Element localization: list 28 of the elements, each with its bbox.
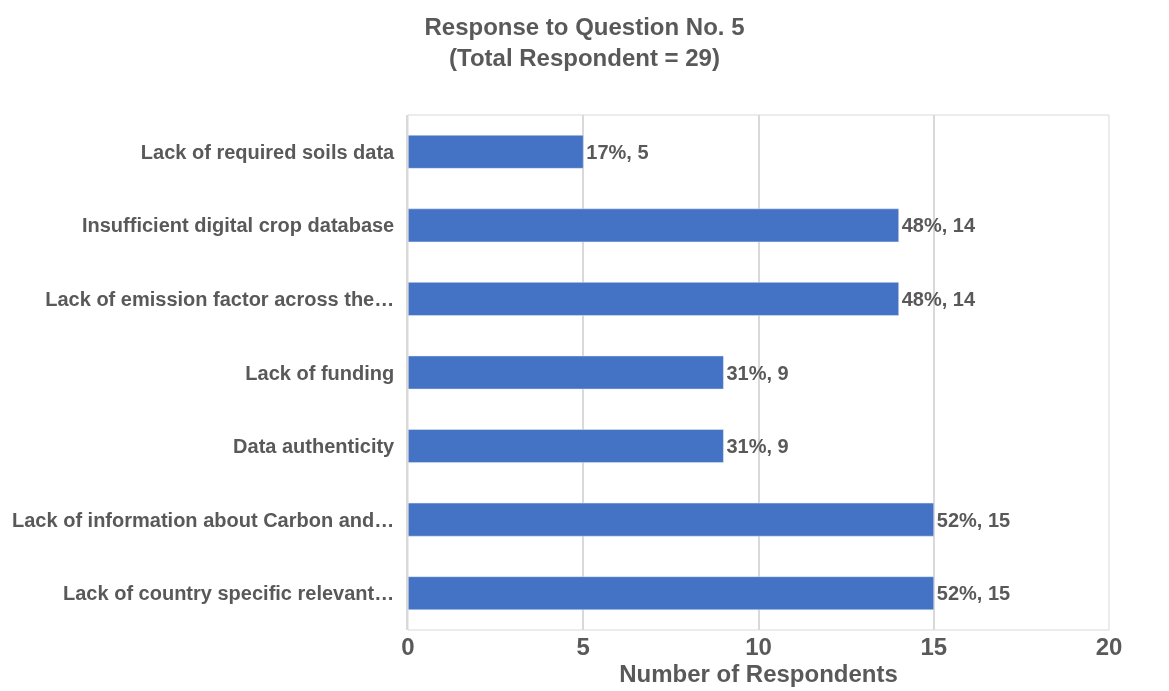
x-axis-title: Number of Respondents xyxy=(619,660,898,687)
data-label: 17%, 5 xyxy=(586,140,649,163)
x-tick-label: 20 xyxy=(1095,633,1123,660)
y-tick-label: Lack of country specific relevant… xyxy=(63,582,395,605)
data-label: 31%, 9 xyxy=(726,435,789,458)
y-tick-label: Lack of information about Carbon and… xyxy=(12,508,395,531)
data-label: 52%, 15 xyxy=(936,582,1011,605)
data-label: 31%, 9 xyxy=(726,361,789,384)
data-label: 48%, 14 xyxy=(901,214,976,237)
data-label: 48%, 14 xyxy=(901,287,976,310)
bar xyxy=(408,134,584,169)
bar xyxy=(408,282,899,316)
data-label: 52%, 15 xyxy=(936,508,1011,531)
bar xyxy=(408,502,934,537)
x-tick-label: 5 xyxy=(576,633,590,660)
bar xyxy=(408,576,934,611)
x-tick-label: 15 xyxy=(920,633,948,660)
bar xyxy=(408,355,724,390)
chart-title: Response to Question No. 5 (Total Respondent = 29) xyxy=(424,12,745,71)
y-tick-label: Insufficient digital crop database xyxy=(81,214,395,237)
y-tick-label: Lack of emission factor across the… xyxy=(45,287,395,310)
y-tick-label: Data authenticity xyxy=(233,435,396,458)
x-tick-label: 10 xyxy=(745,633,772,660)
x-tick-label: 0 xyxy=(401,633,415,660)
bar xyxy=(408,429,724,463)
y-tick-label: Lack of funding xyxy=(245,361,395,384)
y-tick-label: Lack of required soils data xyxy=(140,140,396,163)
bar xyxy=(408,208,899,243)
